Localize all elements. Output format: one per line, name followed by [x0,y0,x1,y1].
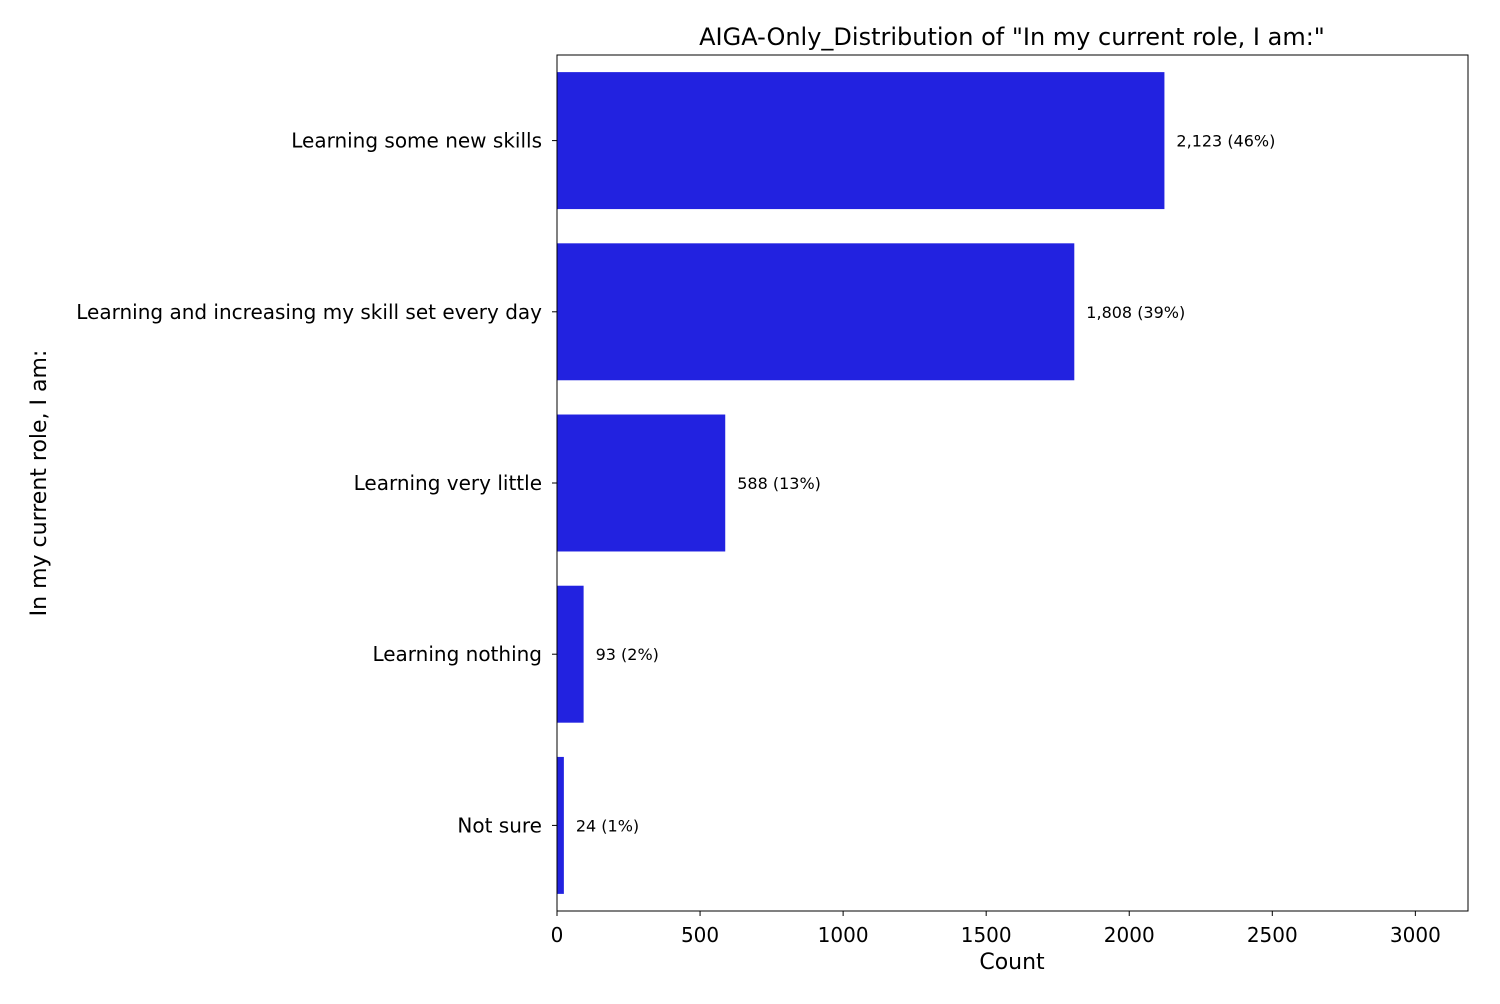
y-tick-labels: Learning some new skills Learning and inc… [76,129,557,837]
x-tick-label: 3000 [1390,923,1441,947]
x-axis-title: Count [979,950,1045,975]
data-label: 93 (2%) [596,645,659,664]
data-label: 24 (1%) [576,816,639,835]
data-label: 2,123 (46%) [1176,132,1275,151]
bar [557,756,564,894]
x-tick-label: 2500 [1247,923,1298,947]
chart-title: AIGA-Only_Distribution of "In my current… [699,23,1325,51]
x-tick-label: 500 [681,923,719,947]
bar [557,585,584,723]
value-labels: 2,123 (46%) 1,808 (39%) 588 (13%) 93 (2%) 24… [576,132,1275,836]
plot-frame [556,54,1469,912]
bars-layer [557,72,1165,894]
x-tick-label: 0 [551,923,564,947]
y-tick-label: Learning some new skills [291,129,542,153]
y-tick-label: Learning nothing [372,642,542,666]
bar [557,72,1165,210]
bar [557,414,726,552]
data-label: 1,808 (39%) [1086,303,1185,322]
bar [557,243,1075,381]
x-tick-label: 1500 [961,923,1012,947]
y-tick-label: Learning and increasing my skill set eve… [76,300,542,324]
x-tick-label: 2000 [1104,923,1155,947]
data-label: 588 (13%) [737,474,821,493]
y-tick-label: Learning very little [354,471,542,495]
x-tick-label: 1000 [818,923,869,947]
y-tick-label: Not sure [457,813,542,837]
x-tick-labels: 0 500 1000 1500 2000 2500 3000 [551,911,1441,947]
y-axis-title: In my current role, I am: [27,350,52,617]
